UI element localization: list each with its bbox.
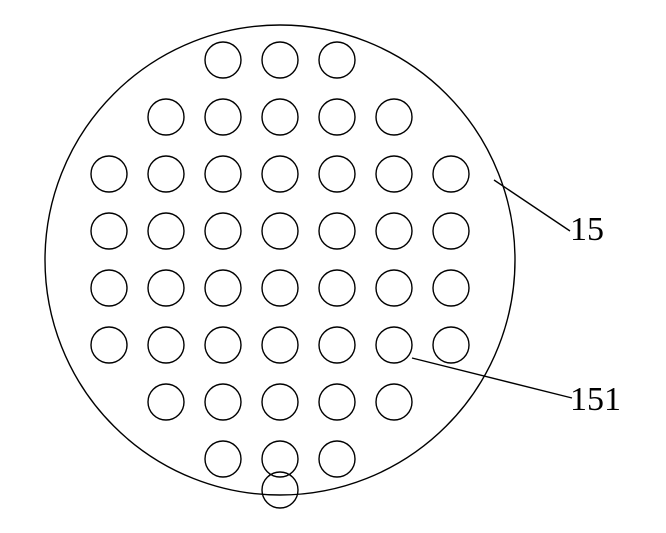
perforation-hole	[205, 156, 241, 192]
perforation-hole	[91, 270, 127, 306]
perforation-hole	[205, 384, 241, 420]
perforation-hole	[319, 42, 355, 78]
perforation-hole	[433, 213, 469, 249]
perforation-hole	[205, 42, 241, 78]
perforation-hole	[262, 99, 298, 135]
perforation-hole	[376, 384, 412, 420]
perforation-hole	[319, 384, 355, 420]
perforation-hole	[205, 327, 241, 363]
perforation-hole	[319, 156, 355, 192]
perforation-hole	[205, 99, 241, 135]
perforation-hole	[376, 327, 412, 363]
callout-label-outer: 15	[570, 211, 604, 249]
perforation-hole	[262, 213, 298, 249]
outer-circle	[45, 25, 515, 495]
perforation-hole	[205, 213, 241, 249]
perforation-hole	[376, 99, 412, 135]
perforation-hole	[319, 441, 355, 477]
diagram-svg	[0, 0, 666, 533]
perforation-hole	[262, 270, 298, 306]
perforation-hole	[91, 156, 127, 192]
perforation-hole	[319, 270, 355, 306]
perforation-hole	[262, 42, 298, 78]
perforation-hole	[376, 156, 412, 192]
perforation-hole	[433, 327, 469, 363]
perforation-hole	[148, 156, 184, 192]
callout-label-hole: 151	[570, 381, 621, 419]
perforation-hole	[262, 384, 298, 420]
perforation-hole	[376, 213, 412, 249]
perforation-hole	[319, 327, 355, 363]
diagram-stage: 15 151	[0, 0, 666, 533]
perforation-hole	[319, 99, 355, 135]
perforation-hole	[148, 384, 184, 420]
perforation-hole	[205, 441, 241, 477]
callout-leader-hole	[412, 358, 572, 398]
perforation-hole	[433, 156, 469, 192]
perforation-hole	[319, 213, 355, 249]
perforation-hole	[148, 327, 184, 363]
perforation-hole	[205, 270, 241, 306]
callout-leader-outer	[494, 180, 570, 231]
perforation-hole	[262, 156, 298, 192]
perforation-hole	[376, 270, 412, 306]
perforation-hole	[148, 270, 184, 306]
perforation-hole	[262, 327, 298, 363]
perforation-hole	[433, 270, 469, 306]
perforation-hole	[91, 213, 127, 249]
perforation-hole	[148, 99, 184, 135]
perforation-hole	[148, 213, 184, 249]
perforation-hole	[91, 327, 127, 363]
